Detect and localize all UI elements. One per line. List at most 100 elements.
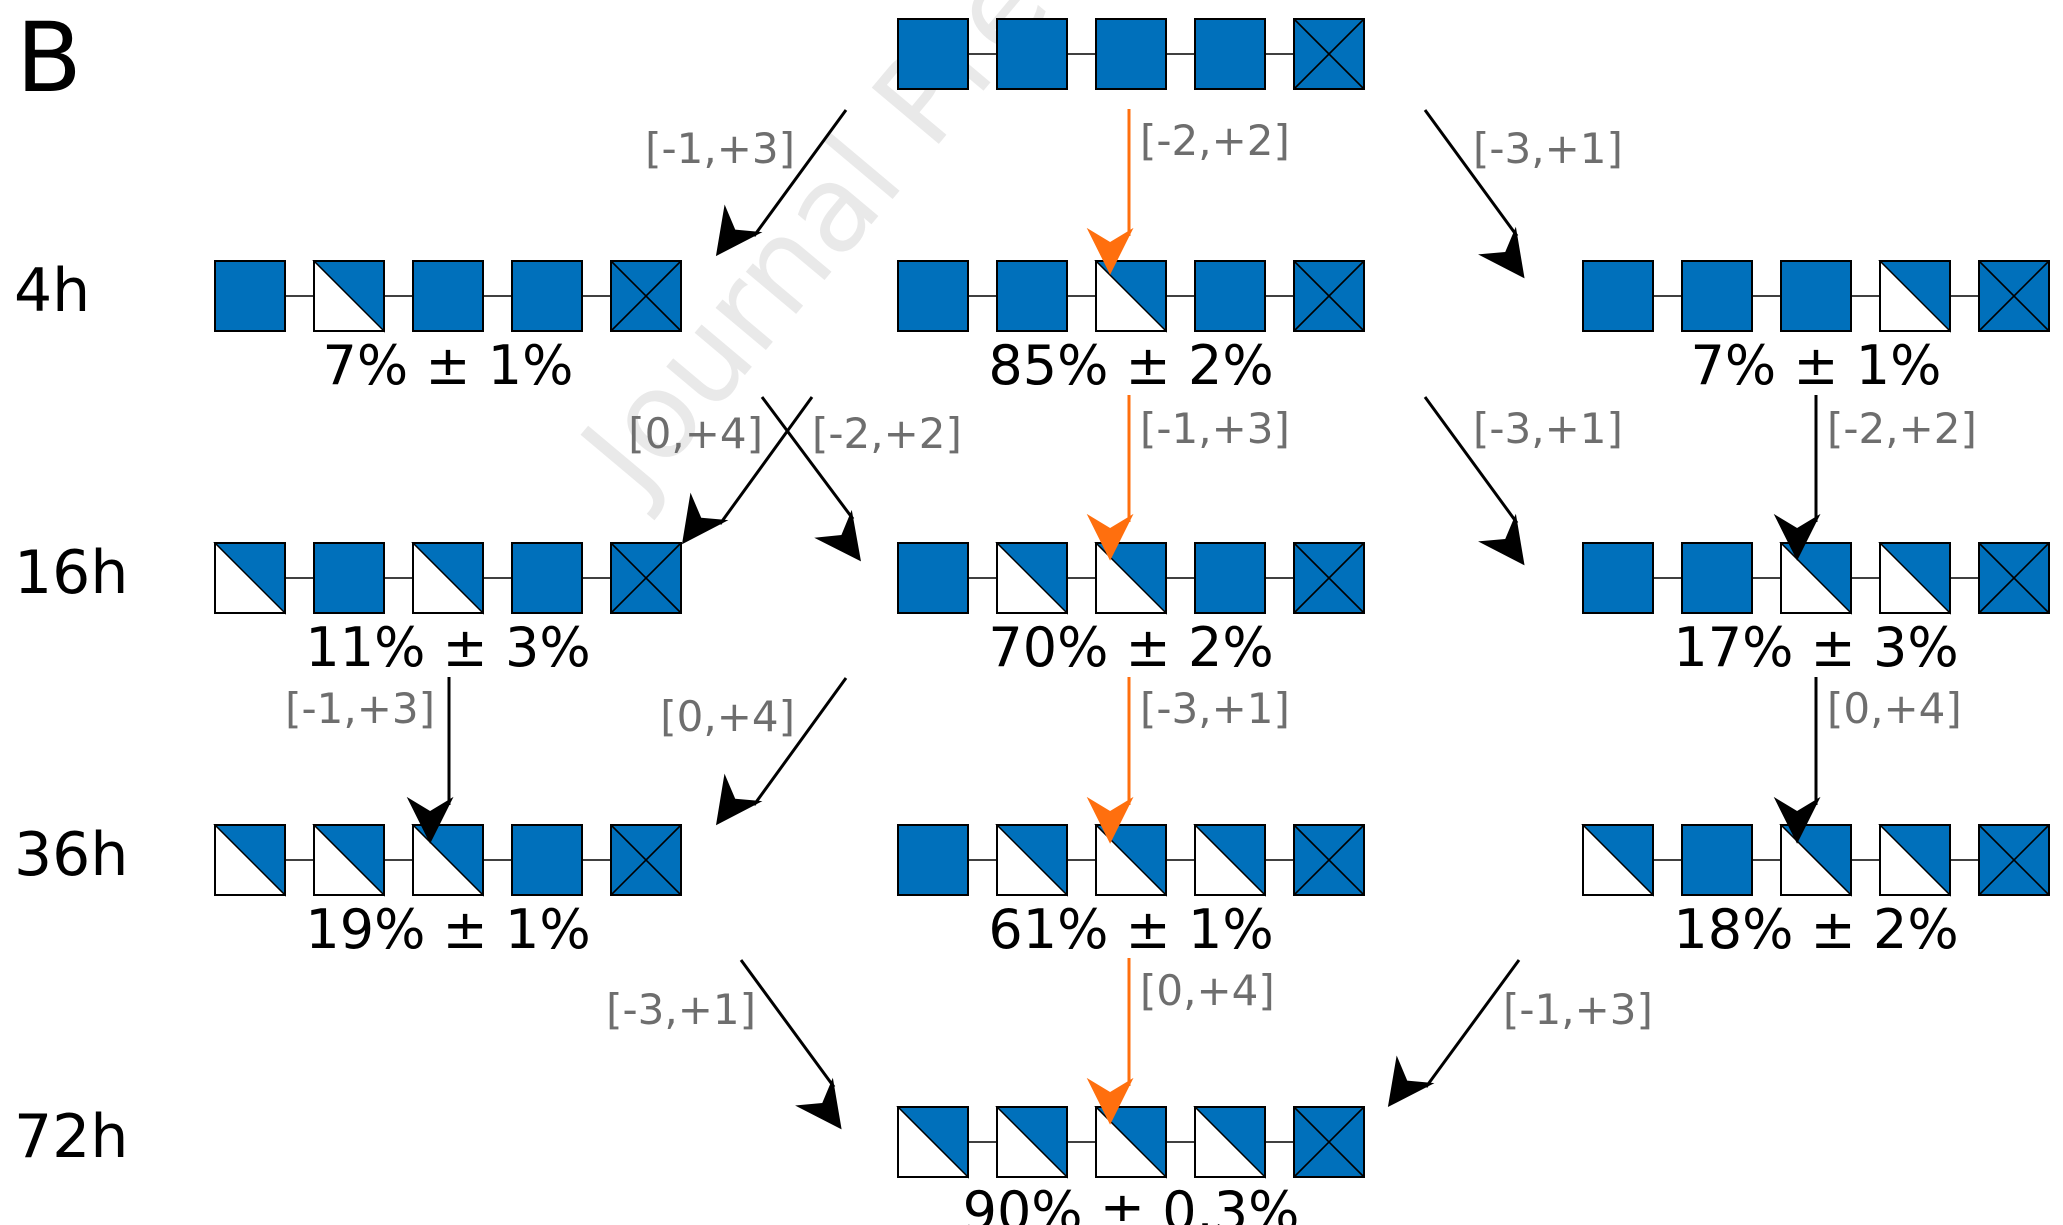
black-arrow: [715, 677, 848, 826]
box-crossed: [610, 542, 682, 614]
percentage-label: 17% ± 3%: [1673, 616, 1958, 679]
box-half: [1878, 260, 1951, 333]
state-2-left: 11% ± 3%: [213, 542, 682, 679]
box-half: [411, 542, 484, 615]
transition-label: [0,+4]: [1827, 684, 1962, 733]
box-half: [213, 542, 286, 615]
transition-label: [0,+4]: [660, 692, 795, 741]
state-1-left: 7% ± 1%: [214, 260, 682, 397]
percentage-label: 7% ± 1%: [1691, 334, 1942, 397]
state-1-right: 7% ± 1%: [1582, 260, 2050, 397]
box-full: [897, 260, 969, 332]
box-half: [1878, 824, 1951, 897]
box-half: [312, 260, 385, 333]
box-full: [412, 260, 484, 332]
transition-label: [-2,+2]: [1827, 404, 1977, 453]
transition-label: [-3,+1]: [606, 985, 756, 1034]
percentage-label: 70% ± 2%: [988, 616, 1273, 679]
box-full: [1681, 260, 1753, 332]
transition-2-left-to-3-left: [-1,+3]: [285, 677, 454, 844]
transition-2-center-to-3-center: [-3,+1]: [1086, 677, 1290, 844]
box-half: [995, 824, 1068, 897]
time-label-16h: 16h: [14, 538, 128, 608]
percentage-label: 7% ± 1%: [323, 334, 574, 397]
state-3-center: 61% ± 1%: [897, 824, 1365, 961]
box-half: [312, 824, 385, 897]
box-full: [1095, 18, 1167, 90]
state-4-center: 90% ± 0.3%: [896, 1106, 1365, 1225]
transition-2-center-to-3-left: [0,+4]: [660, 677, 848, 826]
box-half: [411, 824, 484, 897]
transition-label: [-3,+1]: [1473, 124, 1623, 173]
transition-label: [-2,+2]: [1140, 116, 1290, 165]
box-full: [897, 542, 969, 614]
box-full: [1681, 824, 1753, 896]
box-full: [897, 18, 969, 90]
black-arrow: [760, 396, 861, 562]
box-full: [1582, 542, 1654, 614]
percentage-label: 90% ± 0.3%: [963, 1180, 1300, 1225]
box-full: [897, 824, 969, 896]
transition-3-right-to-4-center: [-1,+3]: [1387, 959, 1653, 1108]
state-1-center: 85% ± 2%: [897, 260, 1365, 397]
box-half: [1094, 1106, 1167, 1179]
state-0-center: [897, 18, 1365, 90]
black-arrow: [715, 109, 848, 257]
state-2-right: 17% ± 3%: [1582, 542, 2050, 679]
box-crossed: [610, 260, 682, 332]
transition-label: [-1,+3]: [1140, 404, 1290, 453]
transition-3-center-to-4-center: [0,+4]: [1086, 958, 1275, 1125]
box-full: [511, 824, 583, 896]
time-label-4h: 4h: [14, 256, 90, 326]
box-full: [1194, 260, 1266, 332]
box-crossed: [1978, 260, 2050, 332]
transition-label: [-3,+1]: [1140, 684, 1290, 733]
transition-1-center-to-2-left: [0,+4]: [628, 396, 814, 545]
black-arrow: [681, 396, 814, 545]
percentage-label: 19% ± 1%: [305, 898, 590, 961]
box-crossed: [1293, 18, 1365, 90]
box-full: [996, 18, 1068, 90]
transition-0-center-to-1-center: [-2,+2]: [1086, 109, 1290, 275]
box-full: [1194, 18, 1266, 90]
arrows-layer: [-1,+3] [-2,+2] [-3,+1] [-2,+2] [0,+4] [-1,+3…: [285, 109, 1977, 1130]
transition-0-center-to-1-left: [-1,+3]: [645, 109, 848, 257]
box-half: [1193, 1106, 1266, 1179]
transition-0-center-to-1-right: [-3,+1]: [1423, 109, 1623, 279]
box-crossed: [1293, 542, 1365, 614]
box-crossed: [1293, 260, 1365, 332]
percentage-label: 11% ± 3%: [305, 616, 590, 679]
box-crossed: [1978, 824, 2050, 896]
transition-label: [-2,+2]: [812, 409, 962, 458]
black-arrow: [1423, 396, 1525, 566]
box-full: [1194, 542, 1266, 614]
box-full: [1780, 260, 1852, 332]
transition-label: [0,+4]: [1140, 966, 1275, 1015]
box-half: [1878, 542, 1951, 615]
black-arrow: [1387, 959, 1521, 1108]
box-half: [213, 824, 286, 897]
percentage-label: 61% ± 1%: [988, 898, 1273, 961]
black-arrow: [739, 959, 842, 1130]
time-label-72h: 72h: [14, 1102, 128, 1172]
box-crossed: [610, 824, 682, 896]
box-half: [995, 542, 1068, 615]
transition-1-center-to-2-center: [-1,+3]: [1086, 395, 1290, 561]
transition-3-left-to-4-center: [-3,+1]: [606, 959, 842, 1130]
box-half: [1779, 824, 1852, 897]
box-crossed: [1978, 542, 2050, 614]
box-full: [313, 542, 385, 614]
box-half: [1094, 824, 1167, 897]
panel-label: B: [16, 2, 82, 114]
transition-label: [-1,+3]: [285, 684, 435, 733]
box-full: [214, 260, 286, 332]
box-half: [1094, 260, 1167, 333]
box-crossed: [1293, 824, 1365, 896]
box-full: [1681, 542, 1753, 614]
percentage-label: 85% ± 2%: [988, 334, 1273, 397]
transition-label: [0,+4]: [628, 409, 763, 458]
transition-2-right-to-3-right: [0,+4]: [1773, 677, 1962, 844]
black-arrow: [1423, 109, 1525, 279]
transition-1-left-to-2-center: [-2,+2]: [760, 396, 962, 562]
